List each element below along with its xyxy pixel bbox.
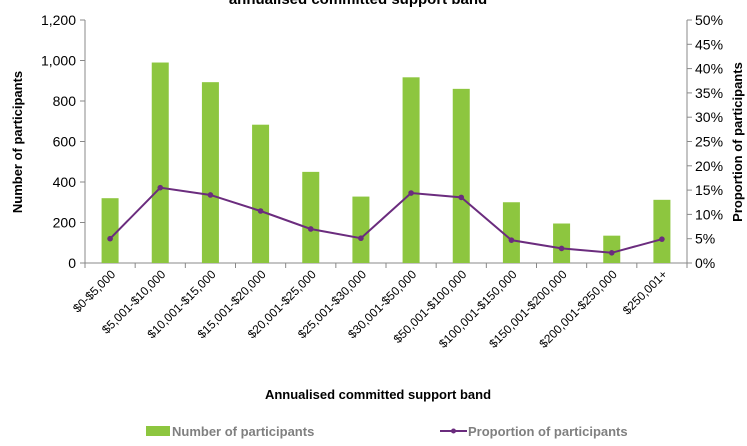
x-tick-label: $0-$5,000 [70, 267, 118, 315]
legend-line-marker [451, 428, 456, 434]
legend: Number of participants Proportion of par… [146, 424, 628, 439]
y-tick-label: 1,000 [41, 53, 76, 69]
x-tick-label: $250,001+ [620, 267, 670, 317]
y-tick-label: 400 [53, 174, 77, 190]
line-marker [307, 226, 314, 232]
bar [352, 196, 370, 263]
y-tick-label: 0 [68, 255, 76, 271]
y2-axis-title: Proportion of participants [730, 62, 745, 222]
bar [603, 235, 621, 263]
line-marker [508, 237, 515, 243]
line-marker [608, 249, 615, 256]
line-marker [157, 184, 164, 191]
y2-tick-label: 50% [695, 12, 723, 28]
y-tick-label: 600 [53, 134, 77, 150]
y2-tick-label: 10% [695, 206, 723, 222]
y2-tick-label: 40% [695, 61, 723, 77]
y2-tick-label: 20% [695, 158, 723, 174]
bar [201, 82, 219, 263]
legend-bar-label: Number of participants [172, 424, 314, 439]
y2-tick-label: 0% [695, 255, 715, 271]
y2-tick-label: 45% [695, 36, 723, 52]
legend-line-label: Proportion of participants [468, 424, 628, 439]
y-axis-title: Number of participants [10, 71, 25, 213]
line-marker [408, 190, 414, 196]
bar [302, 171, 320, 263]
y2-tick-label: 25% [695, 134, 723, 150]
bar [151, 62, 169, 264]
bar [553, 223, 571, 263]
y-tick-label: 200 [53, 215, 77, 231]
bar [402, 77, 420, 264]
y-tick-label: 1,200 [41, 12, 76, 28]
bar [101, 198, 119, 263]
y2-tick-label: 5% [695, 231, 715, 247]
bar [252, 124, 270, 263]
x-axis-title: Annualised committed support band [265, 387, 491, 402]
line-marker [257, 208, 264, 214]
line-marker [558, 245, 565, 252]
line-marker [207, 192, 214, 198]
plot-area: 0 200 400 600 800 1,000 1,200 0% 5% 10% 15% 20% 25% 3… [41, 12, 723, 351]
bar [653, 199, 671, 263]
proportion-line [109, 186, 663, 254]
line-marker [458, 194, 465, 201]
bar [452, 88, 470, 263]
y2-tick-label: 30% [695, 109, 723, 125]
chart-title: annualised committed support band [229, 0, 487, 8]
line-marker [358, 235, 364, 242]
line-marker [659, 236, 665, 242]
legend-bar-swatch [146, 426, 170, 436]
y-tick-label: 800 [53, 93, 77, 109]
bar [502, 202, 520, 263]
y2-tick-label: 35% [695, 85, 723, 101]
y2-tick-label: 15% [695, 182, 723, 198]
line-marker [107, 235, 113, 242]
